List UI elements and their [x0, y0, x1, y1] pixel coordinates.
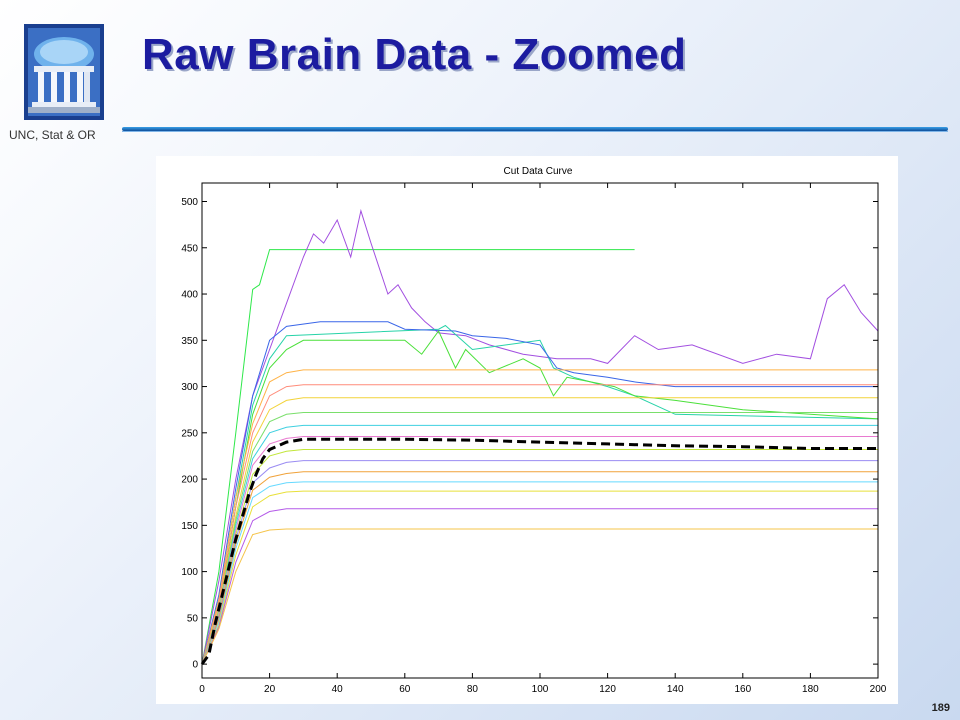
x-tick-label: 40 — [332, 684, 344, 695]
series-line-3 — [201, 324, 879, 665]
series-line-16 — [201, 490, 878, 665]
unc-old-well-logo — [24, 24, 104, 120]
y-tick-label: 500 — [181, 197, 198, 208]
series-line-17 — [201, 508, 878, 665]
x-tick-label: 60 — [399, 684, 411, 695]
x-tick-label: 100 — [532, 684, 549, 695]
series-line-9 — [201, 412, 878, 665]
y-tick-label: 100 — [181, 567, 198, 578]
organization-label: UNC, Stat & OR — [9, 128, 96, 142]
series-layer — [201, 208, 879, 665]
x-tick-label: 0 — [199, 684, 205, 695]
series-line-8 — [201, 397, 878, 665]
title-rule — [122, 127, 948, 131]
x-tick-label: 140 — [667, 684, 684, 695]
series-line-14 — [201, 471, 878, 665]
series-line-15 — [201, 481, 878, 665]
axis-layer: 0 20 40 60 80 100 120 140 160 180 200 0 50 100 150 200 2… — [181, 182, 887, 695]
chart-panel: Cut Data Curve 0 20 40 60 80 100 120 140 160 180 2… — [156, 156, 898, 704]
mean-curve-line — [200, 437, 878, 665]
series-line-7 — [201, 384, 878, 665]
mean-curve-layer — [200, 437, 878, 665]
x-tick-label: 180 — [802, 684, 819, 695]
cut-data-curve-plot: Cut Data Curve 0 20 40 60 80 100 120 140 160 180 2… — [181, 166, 887, 695]
series-line-6 — [201, 369, 878, 665]
x-tick-label: 120 — [599, 684, 616, 695]
y-tick-label: 300 — [181, 382, 198, 393]
x-tick-label: 160 — [734, 684, 751, 695]
y-tick-label: 450 — [181, 243, 198, 254]
y-tick-label: 200 — [181, 475, 198, 486]
series-line-4 — [201, 321, 878, 665]
x-tick-label: 200 — [870, 684, 887, 695]
slide-title: Raw Brain Data - Zoomed — [142, 30, 687, 79]
chart-title: Cut Data Curve — [504, 166, 573, 177]
title-rule-highlight — [122, 131, 948, 132]
y-tick-label: 50 — [187, 613, 199, 624]
y-tick-label: 0 — [192, 660, 198, 671]
y-tick-label: 400 — [181, 290, 198, 301]
series-line-2 — [201, 208, 879, 665]
series-line-10 — [201, 424, 878, 665]
y-tick-label: 150 — [181, 521, 198, 532]
x-tick-label: 80 — [467, 684, 479, 695]
series-line-18 — [201, 528, 878, 665]
page-number: 189 — [931, 702, 950, 714]
y-tick-label: 250 — [181, 428, 198, 439]
y-tick-label: 350 — [181, 336, 198, 347]
series-line-1 — [201, 249, 635, 665]
series-line-11 — [201, 436, 878, 665]
series-line-5 — [201, 330, 879, 665]
x-tick-label: 20 — [264, 684, 276, 695]
